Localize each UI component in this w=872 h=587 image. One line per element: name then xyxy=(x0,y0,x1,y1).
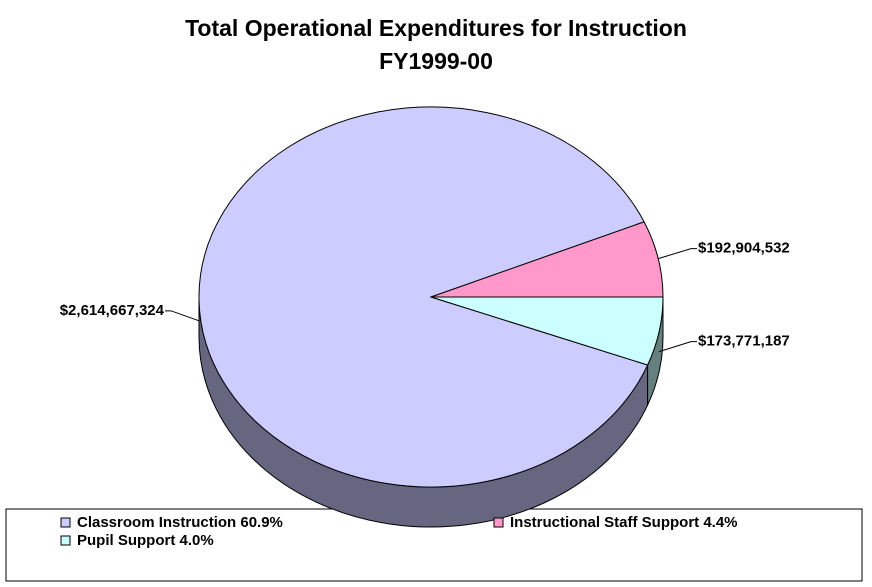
legend-label: Pupil Support 4.0% xyxy=(77,532,214,549)
legend-label: Instructional Staff Support 4.4% xyxy=(510,514,738,531)
chart-title: Total Operational Expenditures for Instr… xyxy=(185,15,687,41)
leader-line xyxy=(658,341,697,353)
leader-line xyxy=(658,248,697,260)
data-label: $173,771,187 xyxy=(698,333,790,350)
legend-swatch xyxy=(493,517,504,528)
data-label: $192,904,532 xyxy=(698,240,790,257)
chart-subtitle: FY1999-00 xyxy=(379,48,493,74)
legend-label: Classroom Instruction 60.9% xyxy=(77,514,283,531)
legend-swatch xyxy=(60,517,71,528)
slice xyxy=(198,106,649,488)
leader-line xyxy=(165,310,200,322)
slice xyxy=(430,296,664,366)
legend-swatch xyxy=(60,535,71,546)
data-label: $2,614,667,324 xyxy=(60,302,165,319)
